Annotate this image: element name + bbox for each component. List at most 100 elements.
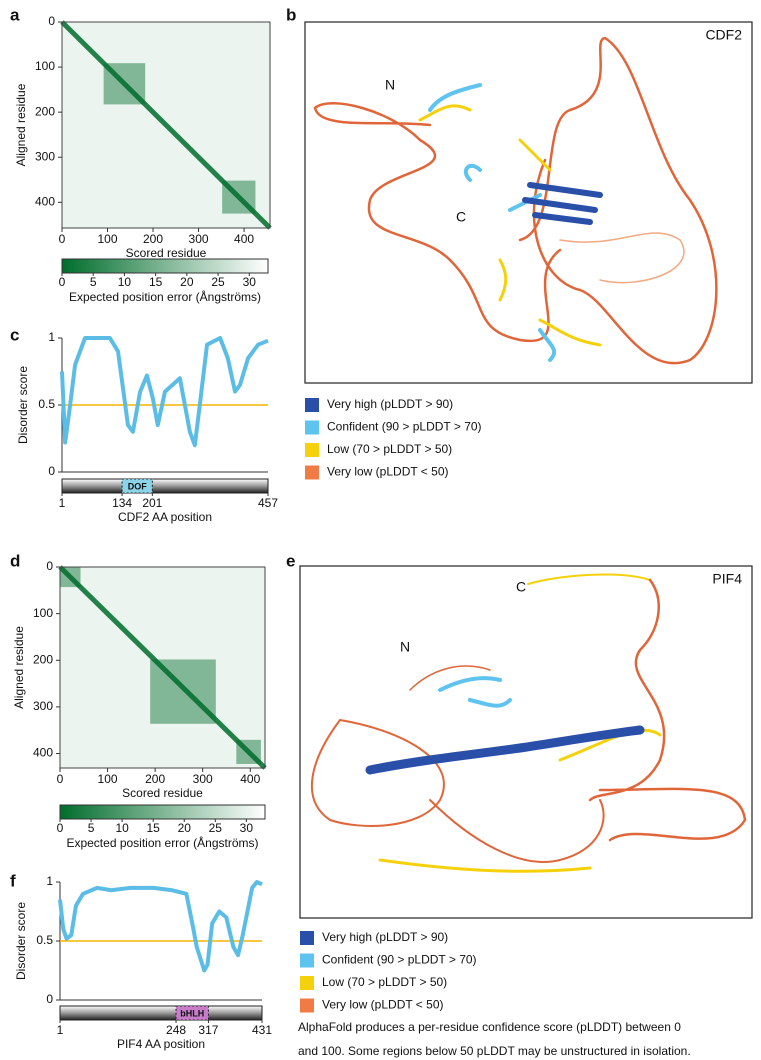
x-tick-label: 0 xyxy=(57,772,64,786)
colorbar-tick-label: 15 xyxy=(147,821,161,835)
x-tick-label: 1 xyxy=(59,496,66,510)
x-tick-label: 400 xyxy=(240,772,260,786)
y-tick-label: 0 xyxy=(46,992,53,1006)
heatmap-diagonal xyxy=(60,20,272,230)
y-tick-label: 0.5 xyxy=(36,933,53,947)
coil xyxy=(527,573,651,585)
colorbar xyxy=(59,804,266,820)
x-axis-label: Scored residue xyxy=(126,246,207,260)
legend-swatch xyxy=(305,465,319,480)
plot-frame xyxy=(59,566,266,769)
structure-panel: PIF4 N C xyxy=(299,565,753,919)
legend-label: Very high (pLDDT > 90) xyxy=(327,397,453,411)
colorbar-tick-label: 30 xyxy=(240,821,254,835)
colorbar-tick-label: 25 xyxy=(209,821,223,835)
y-tick-label: 300 xyxy=(35,149,55,163)
y-tick-label: 0 xyxy=(48,14,55,28)
x-tick-label: 0 xyxy=(59,232,66,246)
panel-label: f xyxy=(10,871,16,890)
structure-name: PIF4 xyxy=(712,571,742,587)
x-tick-label: 201 xyxy=(142,496,162,510)
sheet xyxy=(522,182,603,225)
legend-swatch xyxy=(300,953,314,968)
x-axis-label: PIF4 AA position xyxy=(117,1037,205,1051)
legend-swatch xyxy=(305,443,319,457)
legend-label: Low (70 > pLDDT > 50) xyxy=(327,442,452,456)
legend-swatch xyxy=(305,398,319,412)
protein-bar xyxy=(59,1005,263,1021)
domain-label: DOF xyxy=(128,481,148,491)
y-tick-label: 1 xyxy=(48,330,55,344)
x-tick-label: 431 xyxy=(252,1023,272,1037)
colorbar-tick-label: 0 xyxy=(57,821,64,835)
x-tick-label: 100 xyxy=(98,772,118,786)
x-axis-label: CDF2 AA position xyxy=(118,510,212,524)
x-tick-label: 300 xyxy=(193,772,213,786)
y-tick-label: 300 xyxy=(33,699,53,713)
panel-label: d xyxy=(10,551,20,570)
legend-swatch xyxy=(300,931,314,945)
y-tick-label: 100 xyxy=(35,59,55,73)
colorbar-tick-label: 10 xyxy=(115,821,129,835)
x-tick-label: 300 xyxy=(189,232,209,246)
panel-label: e xyxy=(286,551,295,570)
colorbar xyxy=(61,258,269,274)
y-tick-label: 200 xyxy=(35,104,55,118)
y-tick-label: 400 xyxy=(33,746,53,760)
y-axis-label: Aligned residue xyxy=(14,83,28,166)
legend-label: Very high (pLDDT > 90) xyxy=(322,930,448,944)
y-tick-label: 200 xyxy=(33,652,53,666)
sheet xyxy=(438,676,512,708)
legend-label: Very low (pLDDT < 50) xyxy=(327,465,449,479)
coil xyxy=(559,232,685,284)
x-tick-label: 317 xyxy=(198,1023,218,1037)
legend-swatch xyxy=(305,420,319,435)
x-tick-label: 457 xyxy=(258,496,278,510)
y-axis-label: Disorder score xyxy=(16,366,30,444)
coil xyxy=(418,104,602,347)
x-tick-label: 134 xyxy=(112,496,132,510)
legend-label: Very low (pLDDT < 50) xyxy=(322,998,444,1012)
colorbar-tick-label: 20 xyxy=(180,275,194,289)
coil xyxy=(409,665,491,691)
coil xyxy=(588,578,747,842)
domain-box xyxy=(175,1005,209,1021)
x-tick-label: 200 xyxy=(143,232,163,246)
x-tick-label: 200 xyxy=(145,772,165,786)
legend-label: Confident (90 > pLDDT > 70) xyxy=(327,420,482,434)
colorbar-tick-label: 25 xyxy=(211,275,225,289)
y-tick-label: 0.5 xyxy=(38,397,55,411)
colorbar-tick-label: 10 xyxy=(118,275,132,289)
colorbar-tick-label: 5 xyxy=(90,275,97,289)
colorbar-tick-label: 15 xyxy=(149,275,163,289)
plot-frame xyxy=(61,21,271,229)
colorbar-label: Expected position error (Ångströms) xyxy=(69,289,261,304)
colorbar-tick-label: 5 xyxy=(88,821,95,835)
panel-label: a xyxy=(10,5,20,24)
y-axis-label: Aligned residue xyxy=(12,626,26,709)
domain-label: bHLH xyxy=(180,1008,204,1018)
y-tick-label: 100 xyxy=(33,606,53,620)
heatmap-block xyxy=(150,659,216,724)
colorbar-tick-label: 20 xyxy=(178,821,192,835)
x-tick-label: 400 xyxy=(234,232,254,246)
helix xyxy=(365,725,645,775)
protein-bar xyxy=(61,478,269,494)
legend-swatch xyxy=(300,976,314,990)
coil xyxy=(313,102,562,343)
y-tick-label: 400 xyxy=(35,194,55,208)
x-tick-label: 248 xyxy=(166,1023,186,1037)
colorbar-tick-label: 30 xyxy=(243,275,257,289)
domain-box xyxy=(121,478,153,494)
caption-line: AlphaFold produces a per-residue confide… xyxy=(298,1020,681,1034)
caption-line: and 100. Some regions below 50 pLDDT may… xyxy=(298,1044,691,1058)
helix xyxy=(428,83,557,362)
colorbar-tick-label: 0 xyxy=(59,275,66,289)
coil xyxy=(518,36,718,365)
y-tick-label: 0 xyxy=(46,559,53,573)
terminus-label: N xyxy=(400,639,410,655)
x-axis-label: Scored residue xyxy=(122,786,203,800)
y-axis-label: Disorder score xyxy=(14,902,28,980)
y-tick-label: 1 xyxy=(46,874,53,888)
